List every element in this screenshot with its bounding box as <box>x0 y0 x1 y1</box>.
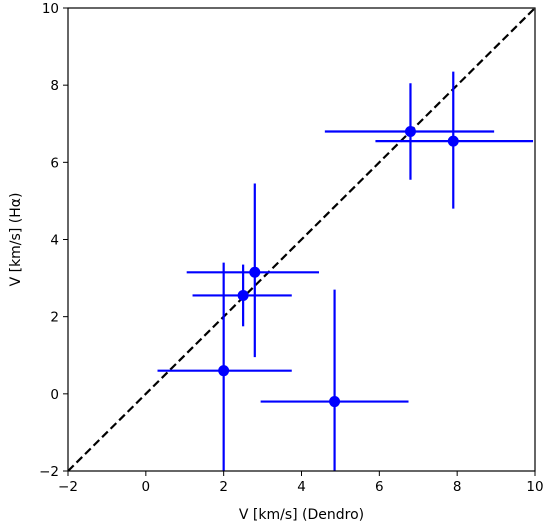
data-point-group <box>157 262 292 471</box>
x-tick-label: 4 <box>297 479 306 495</box>
data-point <box>237 289 249 301</box>
x-axis-label: V [km/s] (Dendro) <box>239 507 364 523</box>
x-tick-label: 6 <box>375 479 384 495</box>
data-point <box>404 125 416 137</box>
x-tick-label: −2 <box>58 479 78 495</box>
y-tick-label: 10 <box>42 1 59 17</box>
y-tick-label: 6 <box>50 155 59 171</box>
y-axis-label: V [km/s] (Hα) <box>8 193 24 287</box>
x-tick-label: 10 <box>526 479 543 495</box>
data-point-group <box>260 289 409 471</box>
x-tick-label: 0 <box>142 479 151 495</box>
data-point <box>218 365 230 377</box>
data-point-group <box>186 183 320 358</box>
y-tick-label: −2 <box>39 464 59 480</box>
data-point-group <box>375 71 534 209</box>
data-point <box>249 266 261 278</box>
plot-area <box>68 8 535 471</box>
y-tick-label: 8 <box>50 78 59 94</box>
y-tick-label: 4 <box>50 233 59 249</box>
axes: −2 0 2 4 6 8 10 −2 0 2 4 6 8 10 <box>39 1 544 495</box>
x-tick-label: 8 <box>453 479 462 495</box>
data-point-group <box>192 264 292 327</box>
x-tick-label: 2 <box>219 479 228 495</box>
y-tick-label: 0 <box>50 387 59 403</box>
plot-content <box>68 8 535 471</box>
data-point <box>329 396 341 408</box>
data-point <box>447 135 459 147</box>
data-point-group <box>324 83 495 180</box>
y-tick-label: 2 <box>50 310 59 326</box>
identity-reference-line <box>68 8 535 471</box>
